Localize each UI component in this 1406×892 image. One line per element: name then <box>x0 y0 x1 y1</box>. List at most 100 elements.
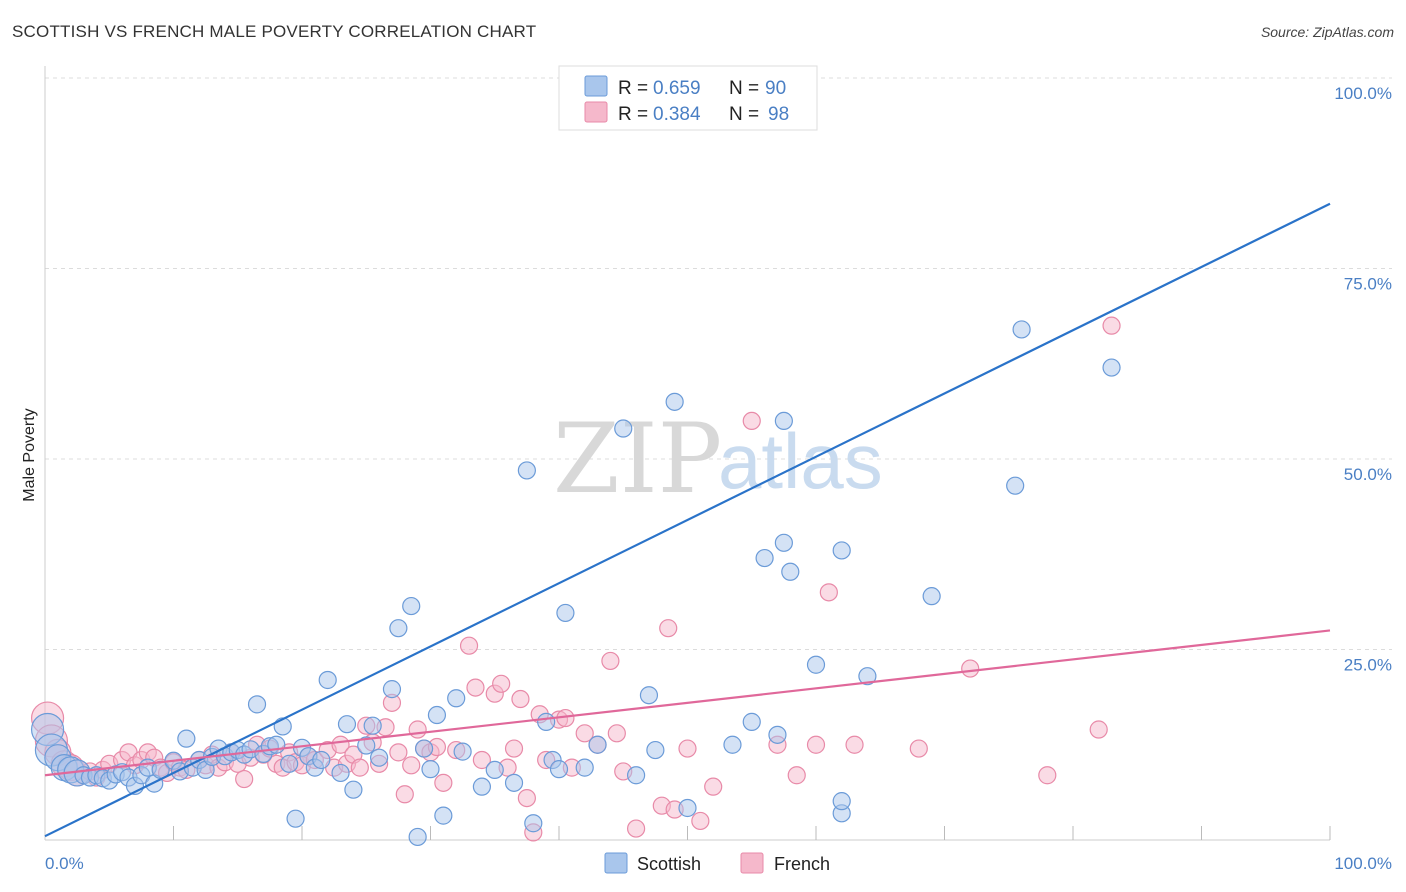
french-point <box>845 735 864 754</box>
y-tick-label: 100.0% <box>1334 84 1392 103</box>
scottish-point <box>389 619 408 638</box>
scottish-point <box>504 773 524 792</box>
french-point <box>626 819 646 838</box>
scottish-point <box>331 763 350 783</box>
scottish-point <box>678 798 697 818</box>
scottish-point <box>485 760 504 779</box>
scottish-point <box>312 750 331 770</box>
scottish-point <box>357 736 376 755</box>
scottish-point <box>370 748 389 767</box>
legend-n-value-french: 98 <box>768 104 789 125</box>
scottish-point <box>402 596 421 616</box>
scottish-point <box>524 814 543 833</box>
scottish-point <box>832 541 851 560</box>
scottish-point <box>556 603 575 623</box>
scottish-point <box>742 712 761 731</box>
french-point <box>806 735 826 754</box>
french-point <box>389 743 408 762</box>
scottish-point <box>781 562 800 581</box>
scottish-point <box>537 712 556 731</box>
watermark-zip: ZIP <box>553 403 722 515</box>
french-point <box>408 720 427 739</box>
french-point <box>472 750 491 770</box>
scottish-point <box>363 716 382 735</box>
legend-r-label: R = <box>618 78 648 99</box>
scottish-point <box>858 667 877 686</box>
legend-french-swatch <box>584 101 608 123</box>
grid-lines <box>45 77 1392 650</box>
legend-n-label: N = <box>729 104 759 125</box>
legend-r-label: R = <box>618 104 648 125</box>
y-axis-title: Male Poverty <box>21 408 38 501</box>
y-tick-label: 25.0% <box>1344 656 1392 675</box>
scottish-point <box>453 742 472 761</box>
scottish-point <box>639 686 659 705</box>
chart-title: SCOTTISH VS FRENCH MALE POVERTY CORRELAT… <box>12 22 537 41</box>
scottish-point <box>447 689 466 708</box>
legend-r-value-scottish: 0.659 <box>653 78 701 99</box>
scottish-point <box>427 705 447 725</box>
french-point <box>434 773 453 792</box>
scottish-point <box>273 717 292 736</box>
scottish-point <box>723 735 742 754</box>
french-point <box>395 785 414 804</box>
legend-n-value-scottish: 90 <box>765 78 786 99</box>
french-point <box>961 659 980 678</box>
french-point <box>459 636 479 655</box>
scottish-point <box>588 735 607 754</box>
scottish-point <box>1102 358 1121 377</box>
french-point <box>466 678 485 697</box>
legend-scottish-label: Scottish <box>637 854 701 874</box>
scottish-point <box>575 758 594 777</box>
french-point <box>402 756 421 775</box>
french-point <box>704 777 723 796</box>
french-point <box>678 739 697 758</box>
scottish-point <box>414 739 434 758</box>
watermark: ZIP atlas <box>553 403 883 515</box>
scottish-point <box>806 655 826 674</box>
scottish-point <box>755 548 774 568</box>
scottish-point <box>408 827 427 847</box>
scottish-point <box>774 533 793 552</box>
legend-scottish-swatch <box>604 852 628 874</box>
scottish-point <box>344 780 363 799</box>
scottish-point <box>922 587 941 606</box>
y-tick-label: 50.0% <box>1344 465 1392 484</box>
legend-series: Scottish French <box>604 852 830 874</box>
scottish-point <box>517 461 536 480</box>
french-point <box>742 411 761 430</box>
scottish-point <box>472 777 491 796</box>
scottish-point <box>832 792 851 811</box>
scottish-point <box>434 806 453 825</box>
french-trend-line <box>44 629 1331 777</box>
tick-labels: 25.0% 50.0% 75.0% 100.0% 0.0% 100.0% <box>45 84 1392 873</box>
scottish-points <box>30 320 1121 847</box>
x-tick-label: 100.0% <box>1334 854 1392 873</box>
french-point <box>575 724 594 743</box>
french-point <box>1038 766 1057 785</box>
source-label: Source: ZipAtlas.com <box>1260 24 1394 40</box>
french-point <box>492 674 511 693</box>
french-point <box>601 651 620 671</box>
scottish-point <box>665 392 684 411</box>
french-point <box>1102 316 1121 335</box>
scottish-point <box>247 695 267 714</box>
legend-french-swatch <box>740 852 764 874</box>
french-point <box>909 739 928 758</box>
french-point <box>787 766 806 785</box>
scottish-point <box>286 809 305 828</box>
legend-correlation: R = 0.659 N = 90 R = 0.384 N = 98 <box>558 65 818 131</box>
scottish-point <box>280 754 299 773</box>
scottish-trend-line <box>44 202 1331 838</box>
scottish-point <box>177 729 196 748</box>
french-point <box>659 619 678 638</box>
french-point <box>691 811 710 831</box>
french-point <box>235 769 254 789</box>
scottish-point <box>318 670 337 690</box>
scottish-point <box>1006 476 1025 495</box>
scottish-point <box>549 760 569 779</box>
french-point <box>350 758 369 777</box>
french-point <box>607 724 626 743</box>
legend-scottish-swatch <box>584 75 608 97</box>
